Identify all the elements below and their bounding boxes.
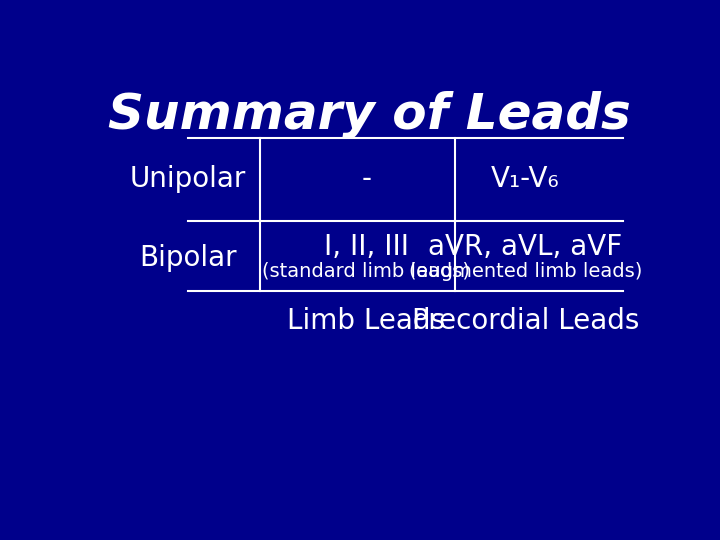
- Text: (standard limb leads): (standard limb leads): [262, 262, 470, 281]
- Text: aVR, aVL, aVF: aVR, aVL, aVF: [428, 233, 622, 260]
- Text: (augmented limb leads): (augmented limb leads): [408, 262, 642, 281]
- Text: Limb Leads: Limb Leads: [287, 307, 445, 334]
- Text: V₁-V₆: V₁-V₆: [491, 165, 559, 193]
- Text: -: -: [361, 165, 372, 193]
- Text: Summary of Leads: Summary of Leads: [107, 91, 631, 139]
- Text: I, II, III: I, II, III: [324, 233, 409, 260]
- Text: Bipolar: Bipolar: [139, 244, 236, 272]
- Text: Unipolar: Unipolar: [130, 165, 246, 193]
- Text: Precordial Leads: Precordial Leads: [412, 307, 639, 334]
